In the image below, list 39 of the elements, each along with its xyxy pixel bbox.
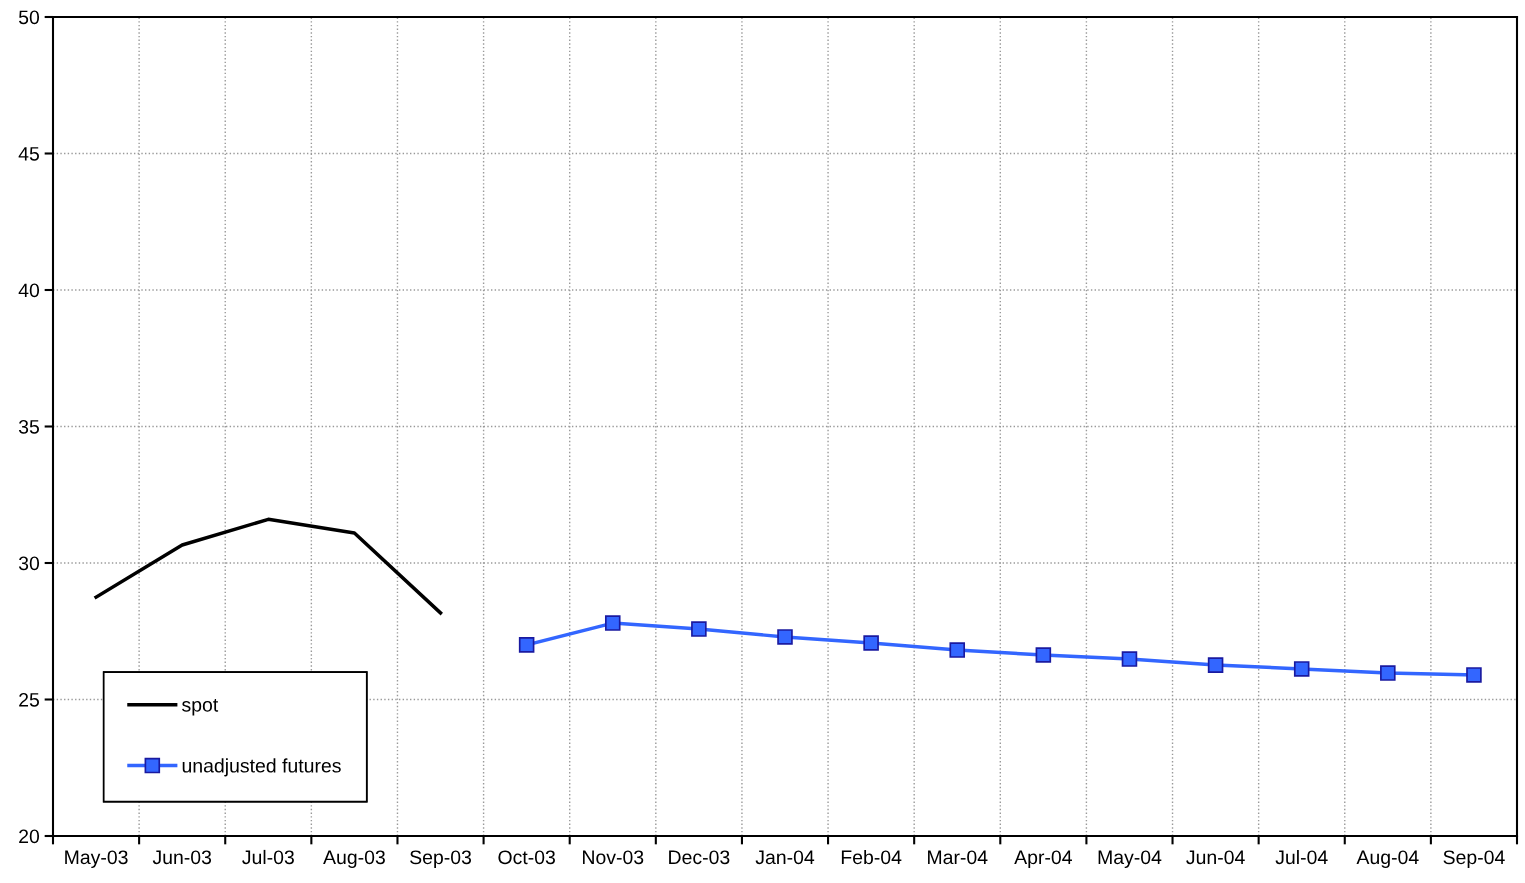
legend-label: unadjusted futures	[182, 758, 341, 777]
point	[1121, 651, 1138, 667]
x-tick-label: Jun-03	[152, 850, 212, 865]
point	[604, 615, 621, 631]
x-tick-label: May-03	[65, 850, 128, 869]
line-series	[94, 517, 443, 615]
x-tick-label: Aug-03	[323, 850, 385, 869]
x-tick-label: Mar-04	[928, 850, 988, 865]
y-tick-label: 40	[18, 283, 40, 298]
point	[863, 635, 879, 651]
x-tick-label: Dec-03	[669, 850, 730, 865]
x-tick-label: Jan-04	[755, 850, 815, 865]
x-tick-label: Apr-04	[1014, 850, 1072, 869]
x-tick-label: Jul-03	[242, 849, 294, 865]
y-tick-label: 50	[18, 10, 40, 25]
x-tick-label: Oct-03	[498, 850, 555, 865]
point	[1207, 657, 1224, 673]
x-tick-label: May-04	[1098, 850, 1162, 869]
point	[949, 642, 966, 658]
point	[1466, 667, 1482, 683]
x-tick-label: Nov-03	[583, 850, 644, 865]
legend-label: spot	[182, 698, 219, 716]
point	[1380, 665, 1396, 681]
y-tick-label: 20	[19, 829, 40, 844]
point	[691, 621, 707, 637]
x-tick-label: Jul-04	[1275, 849, 1328, 865]
x-tick-label: Aug-04	[1356, 850, 1419, 869]
y-tick-label: 45	[18, 147, 39, 161]
point	[1035, 647, 1052, 663]
y-tick-label: 35	[18, 419, 39, 434]
point	[1293, 661, 1310, 677]
point	[518, 637, 535, 653]
point	[777, 629, 793, 645]
x-tick-label: Feb-04	[841, 849, 902, 865]
x-tick-label: Jun-04	[1186, 850, 1245, 865]
x-tick-label: Sep-03	[410, 850, 472, 869]
y-tick-label: 30	[18, 556, 40, 571]
y-tick-label: 25	[19, 692, 39, 707]
x-tick-label: Sep-04	[1443, 850, 1505, 869]
